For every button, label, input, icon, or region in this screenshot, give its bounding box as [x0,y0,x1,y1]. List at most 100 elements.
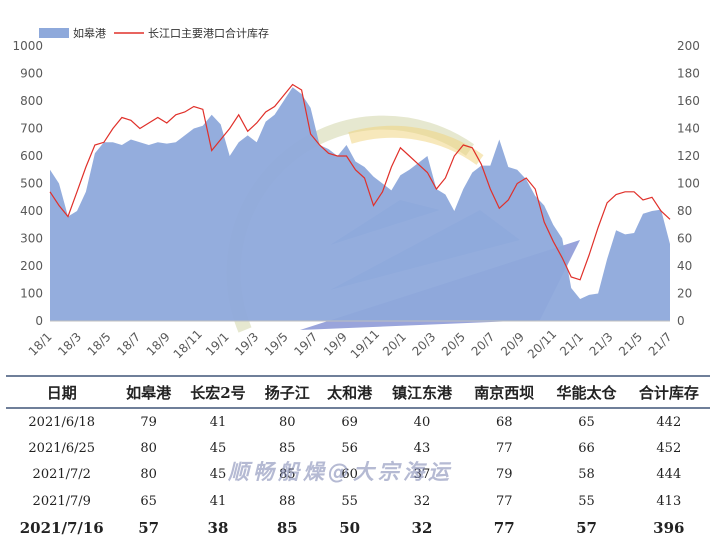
cell-date: 2021/6/25 [28,441,96,457]
x-tick-19: 21/3 [587,330,616,359]
col-header-taihe: 太和港 [318,375,381,409]
series-layer [49,83,671,321]
cell-value: 77 [493,518,515,537]
cell-value: 58 [578,467,595,483]
cell-value: 65 [140,493,157,509]
y-right-tick-10: 200 [677,39,700,53]
y-right-tick-9: 180 [677,67,700,81]
y-right-tick-0: 0 [677,314,685,328]
cell-value: 41 [209,493,227,509]
x-tick-4: 18/9 [144,330,173,359]
cell-value: 41 [209,414,227,430]
table-row: 2021/7/9 65 41 88 55 32 77 55 413 [6,488,710,514]
y-left-tick-9: 900 [20,67,43,81]
y-left-tick-3: 300 [20,232,43,246]
table-row: 2021/7/2 80 45 85 60 37 79 58 444 [6,462,710,488]
cell-value: 85 [278,467,296,483]
legend-label-area: 如皋港 [73,26,106,40]
cell-value: 45 [209,467,227,483]
cell-value: 69 [341,414,358,430]
x-tick-16: 20/9 [498,330,527,359]
cell-date: 2021/7/9 [32,493,91,509]
cell-value: 77 [495,493,513,509]
x-tick-21: 21/7 [646,330,675,359]
col-header-huaneng: 华能太仓 [545,375,628,409]
y-right-tick-2: 40 [677,259,692,273]
y-right-tick-4: 80 [677,204,692,218]
cell-value: 80 [278,414,296,430]
cell-total: 452 [656,441,682,457]
x-tick-17: 20/11 [525,327,559,361]
cell-value: 66 [578,441,595,457]
legend-swatch-area [39,28,69,38]
x-tick-11: 19/11 [348,327,382,361]
cell-value: 37 [413,467,431,483]
cell-value: 60 [341,467,358,483]
cell-value: 56 [341,441,358,457]
cell-value: 43 [413,441,431,457]
cell-value: 32 [413,493,431,509]
x-tick-10: 19/9 [321,330,350,359]
cell-value: 57 [138,518,160,537]
cell-value: 65 [578,414,595,430]
cell-value: 57 [576,518,597,537]
x-tick-1: 18/3 [55,330,84,359]
cell-value: 77 [495,441,513,457]
legend-label-line: 长江口主要港口合计库存 [148,26,269,40]
x-tick-12: 20/1 [380,330,409,359]
cell-value: 68 [495,414,513,430]
chart-svg: 0 100 200 300 400 500 600 700 800 900 1000 0 20 40 60 8… [12,26,700,361]
y-left-tick-5: 500 [20,177,43,191]
cell-date: 2021/7/2 [32,467,91,483]
x-tick-13: 20/3 [410,330,439,359]
col-header-zhenjiang: 镇江东港 [380,375,464,409]
cell-total: 444 [656,467,682,483]
x-tick-5: 18/11 [171,327,205,361]
cell-value: 32 [411,518,433,537]
x-tick-20: 21/5 [616,330,645,359]
x-tick-7: 19/3 [232,330,261,359]
cell-value: 50 [339,518,361,537]
col-header-yangzijiang: 扬子江 [256,375,319,409]
cell-value: 79 [140,414,157,430]
y-right-tick-7: 140 [677,122,700,136]
table-row: 2021/6/25 80 45 85 56 43 77 66 452 [6,435,710,461]
cell-total: 413 [656,493,682,509]
table-row: 2021/6/18 79 41 80 69 40 68 65 442 [6,408,710,435]
cell-value: 55 [341,493,358,509]
x-tick-18: 21/1 [557,330,586,359]
y-right-tick-5: 100 [677,177,700,191]
cell-value: 88 [278,493,296,509]
x-tick-0: 18/1 [26,330,55,359]
cell-value: 80 [140,441,157,457]
series-area-0 [50,87,670,321]
col-header-changhong: 长宏2号 [179,375,257,409]
data-table: 日期 如皋港 长宏2号 扬子江 太和港 镇江东港 南京西坝 华能太仓 合计库存 … [6,375,710,541]
cell-value: 45 [209,441,227,457]
legend: 如皋港 长江口主要港口合计库存 [39,26,269,40]
cell-total: 442 [656,414,682,430]
y-left-tick-0: 0 [35,314,43,328]
cell-value: 55 [578,493,595,509]
x-tick-8: 19/5 [262,330,291,359]
col-header-rugao: 如皋港 [117,375,180,409]
y-right-tick-1: 20 [677,287,692,301]
chart-area: 0 100 200 300 400 500 600 700 800 900 1000 0 20 40 60 8… [12,26,700,361]
cell-value: 79 [495,467,513,483]
x-tick-9: 19/7 [291,330,320,359]
y-left-tick-2: 200 [20,259,43,273]
cell-value: 80 [140,467,157,483]
table-row-latest: 2021/7/16 57 38 85 50 32 77 57 396 [6,515,710,541]
cell-date: 2021/6/18 [28,414,96,430]
y-left-tick-1: 100 [20,287,43,301]
cell-total: 396 [653,518,685,537]
x-tick-14: 20/5 [439,330,468,359]
y-right-tick-6: 120 [677,149,700,163]
col-header-date: 日期 [6,375,118,409]
cell-date: 2021/7/16 [19,518,104,537]
y-right-tick-8: 160 [677,94,700,108]
cell-value: 85 [276,518,298,537]
x-tick-15: 20/7 [469,330,498,359]
y-left-tick-7: 700 [20,122,43,136]
col-header-total: 合计库存 [627,375,710,409]
